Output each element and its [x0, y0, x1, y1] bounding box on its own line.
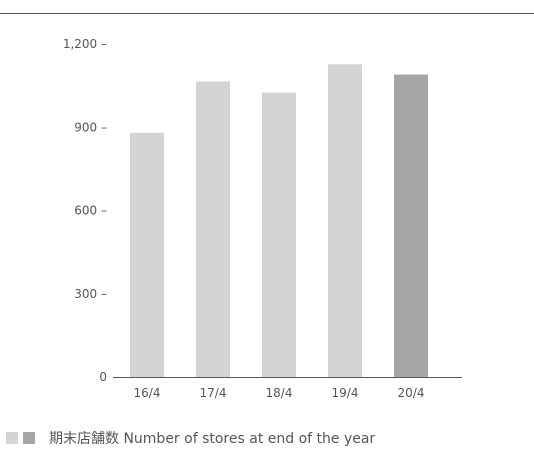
x-tick-label: 17/4	[200, 386, 227, 400]
y-tick-label: 300 –	[74, 287, 107, 301]
bar	[328, 64, 362, 377]
x-tick-label: 18/4	[266, 386, 293, 400]
legend-label: 期末店舗数 Number of stores at end of the yea…	[49, 428, 375, 448]
legend-swatch-latest	[23, 432, 35, 444]
y-tick-label: 600 –	[74, 204, 107, 218]
bar	[262, 93, 296, 377]
bar	[130, 133, 164, 377]
x-tick-label: 16/4	[134, 386, 161, 400]
x-tick-label: 20/4	[398, 386, 425, 400]
legend: 期末店舗数 Number of stores at end of the yea…	[6, 430, 375, 446]
y-tick-label: 0	[99, 370, 107, 384]
legend-swatch-past	[6, 432, 18, 444]
x-tick-label: 19/4	[332, 386, 359, 400]
bars	[130, 64, 428, 377]
bar	[394, 75, 428, 377]
bar	[196, 81, 230, 377]
y-tick-label: 1,200 –	[63, 37, 107, 51]
x-axis-ticks: 16/4 17/4 18/4 19/4 20/4	[134, 386, 425, 400]
y-axis-ticks: 0 300 – 600 – 900 – 1,200 –	[63, 37, 107, 384]
y-tick-label: 900 –	[74, 120, 107, 134]
